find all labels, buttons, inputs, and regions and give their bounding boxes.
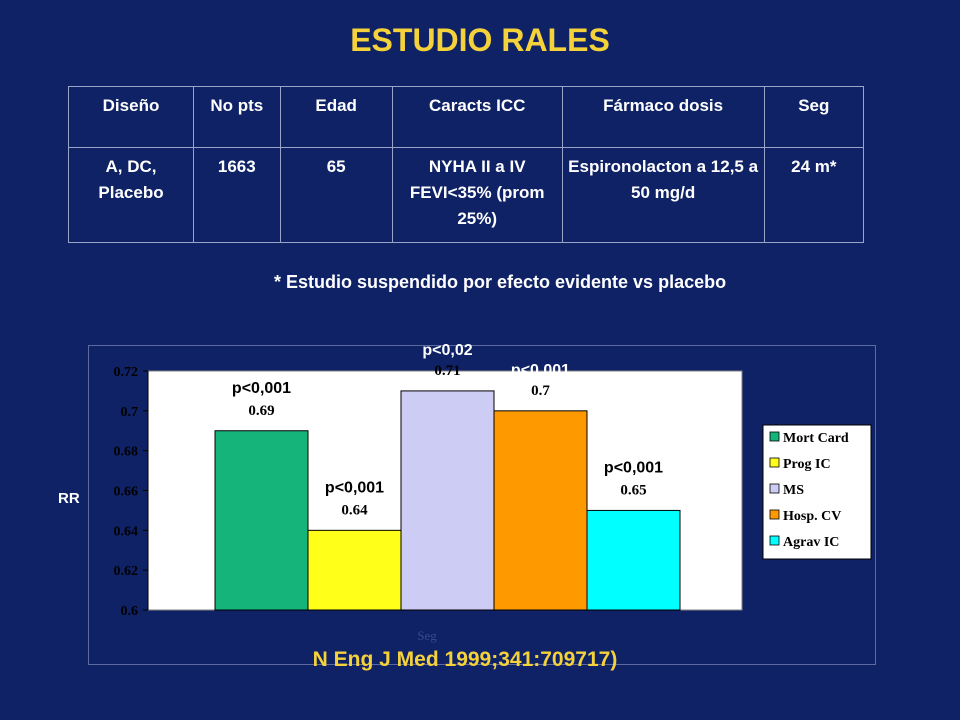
y-tick-label: 0.72: [114, 365, 139, 380]
legend-swatch: [769, 509, 780, 520]
legend-swatch: [769, 483, 780, 494]
data-label: 0.7: [531, 383, 550, 399]
bar-prog-ic: [307, 529, 402, 611]
legend-entry: Prog IC: [783, 457, 831, 472]
bar-agrav-ic: [586, 509, 681, 611]
legend-entry: Hosp. CV: [783, 509, 841, 524]
table-header-row: Diseño No pts Edad Caracts ICC Fármaco d…: [67, 86, 865, 148]
footnote: * Estudio suspendido por efecto evidente…: [274, 272, 727, 292]
data-label: 0.64: [341, 502, 368, 518]
y-axis-label: RR: [58, 490, 80, 507]
data-label: 0.65: [620, 482, 646, 498]
header-farmaco-dosis: Fármaco dosis: [561, 86, 765, 148]
y-tick-label: 0.66: [114, 485, 139, 500]
p-value-label: p<0,001: [511, 362, 570, 379]
cell-diseno: A, DC, Placebo: [67, 147, 195, 243]
y-tick-label: 0.62: [114, 564, 139, 579]
legend-entry: MS: [783, 483, 804, 498]
legend-box: [762, 424, 872, 560]
data-label: 0.69: [248, 403, 274, 419]
data-label: 0.71: [434, 363, 460, 379]
cell-caracts-icc: NYHA II a IV FEVI<35% (prom 25%): [391, 147, 563, 243]
legend-swatch: [769, 535, 780, 546]
header-edad: Edad: [279, 86, 393, 148]
y-tick-label: 0.68: [114, 445, 139, 460]
citation: N Eng J Med 1999;341:709717): [312, 648, 618, 671]
bar-hosp-cv: [493, 410, 588, 611]
cell-edad: 65: [279, 147, 393, 243]
study-table: Diseño No pts Edad Caracts ICC Fármaco d…: [67, 86, 865, 243]
p-value-label: p<0,001: [232, 380, 291, 397]
legend-swatch: [769, 431, 780, 442]
cell-seg: 24 m*: [763, 147, 865, 243]
x-axis-label: Seg: [417, 628, 437, 643]
legend-swatch: [769, 457, 780, 468]
bar-mort-card: [214, 430, 309, 611]
p-value-label: p<0,001: [604, 459, 663, 476]
slide-title: ESTUDIO RALES: [350, 22, 610, 58]
y-tick-label: 0.64: [114, 524, 139, 539]
legend-entry: Mort Card: [783, 431, 849, 446]
header-no-pts: No pts: [193, 86, 281, 148]
y-tick-label: 0.7: [121, 405, 139, 420]
p-value-label: p<0,001: [325, 479, 384, 496]
p-value-label: p<0,02: [422, 342, 472, 359]
y-tick-label: 0.6: [121, 604, 139, 619]
cell-no-pts: 1663: [193, 147, 281, 243]
legend-entry: Agrav IC: [783, 535, 839, 550]
table-row: A, DC, Placebo 1663 65 NYHA II a IV FEVI…: [67, 147, 865, 243]
cell-farmaco-dosis: Espironolacton a 12,5 a 50 mg/d: [561, 147, 765, 243]
bar-ms: [400, 390, 495, 611]
header-seg: Seg: [763, 86, 865, 148]
header-diseno: Diseño: [67, 86, 195, 148]
